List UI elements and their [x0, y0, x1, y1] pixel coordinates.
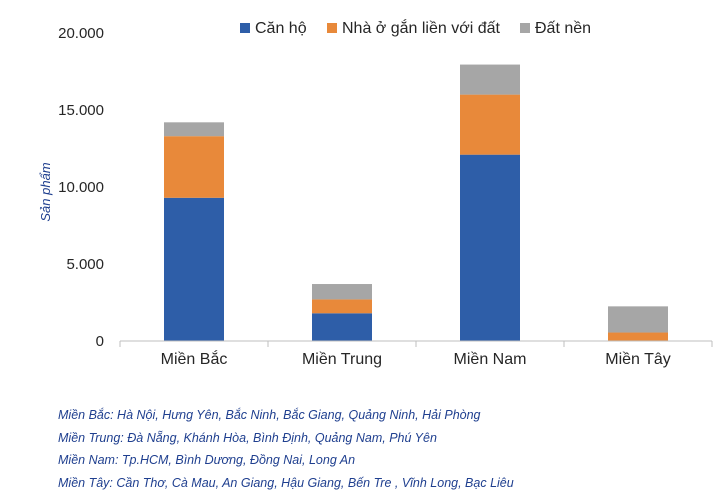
y-tick-label: 5.000 [66, 256, 104, 273]
x-category-label: Miền Nam [454, 351, 527, 368]
bar-segment [608, 332, 668, 341]
x-category-label: Miền Tây [605, 351, 671, 368]
legend-swatch [327, 23, 337, 33]
y-axis-label: Sản phẩm [38, 162, 53, 221]
bar-segment [312, 284, 372, 300]
bar-segment [460, 94, 520, 155]
bar-segment [164, 122, 224, 137]
legend-label: Nhà ở gắn liền với đất [342, 18, 501, 37]
chart-legend: Căn hộ Nhà ở gắn liền với đất Đất nền [240, 18, 591, 37]
bar-segment [608, 306, 668, 333]
bars [164, 64, 668, 341]
x-category-label: Miền Trung [302, 351, 382, 368]
region-notes: Miền Bắc: Hà Nội, Hưng Yên, Bắc Ninh, Bắ… [58, 404, 708, 494]
stacked-bar-chart: Căn hộ Nhà ở gắn liền với đất Đất nền Sản … [38, 18, 713, 368]
bar-segment [164, 197, 224, 341]
note-mien-tay: Miền Tây: Cần Thơ, Cà Mau, An Giang, Hậu… [58, 475, 514, 490]
x-axis-categories: Miền Bắc Miền Trung Miền Nam Miền Tây [119, 341, 713, 368]
note-mien-trung: Miền Trung: Đà Nẵng, Khánh Hòa, Bình Địn… [58, 430, 437, 445]
y-tick-label: 0 [96, 333, 104, 350]
y-tick-label: 10.000 [58, 179, 104, 196]
bar-segment [460, 64, 520, 95]
legend-label: Căn hộ [255, 20, 307, 37]
legend-swatch [520, 23, 530, 33]
bar-segment [164, 136, 224, 198]
x-category-label: Miền Bắc [161, 349, 228, 368]
y-axis-ticks: 0 5.000 10.000 15.000 20.000 [58, 25, 104, 350]
note-mien-nam: Miền Nam: Tp.HCM, Bình Dương, Đồng Nai, … [58, 453, 356, 467]
bar-segment [312, 299, 372, 314]
y-tick-label: 20.000 [58, 25, 104, 42]
y-tick-label: 15.000 [58, 102, 104, 119]
legend-label: Đất nền [535, 20, 591, 37]
legend-swatch [240, 23, 250, 33]
bar-segment [460, 154, 520, 341]
note-mien-bac: Miền Bắc: Hà Nội, Hưng Yên, Bắc Ninh, Bắ… [58, 408, 481, 422]
bar-segment [312, 313, 372, 341]
